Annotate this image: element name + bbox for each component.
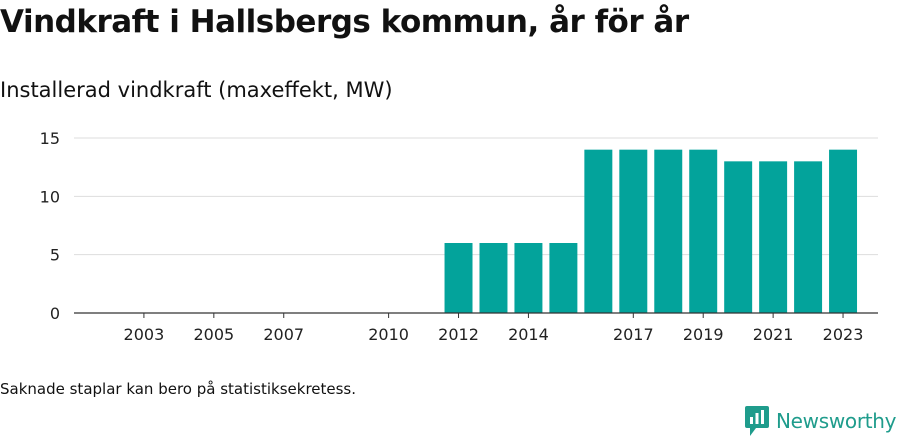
x-tick-label: 2021	[753, 325, 794, 344]
x-tick-label: 2014	[508, 325, 549, 344]
y-tick-label: 15	[40, 129, 60, 148]
bar-2017	[619, 149, 648, 313]
axes: 0 5 10 15 2003 2005 2007 2010 2012 2014 2017 2019 20…	[40, 129, 878, 344]
brand-logo: Newsworthy	[744, 404, 897, 438]
x-tick-label: 2010	[368, 325, 409, 344]
bars	[444, 149, 858, 313]
x-tick-label: 2005	[193, 325, 234, 344]
chart-title: Vindkraft i Hallsbergs kommun, år för år	[0, 4, 689, 40]
x-tick-label: 2007	[263, 325, 304, 344]
bar-2018	[654, 149, 683, 313]
bar-2016	[584, 149, 613, 313]
y-tick-label: 0	[50, 304, 60, 323]
newsworthy-logo-icon	[745, 406, 769, 436]
bar-chart: 0 5 10 15 2003 2005 2007 2010 2012 2014 2017 2019 20…	[40, 129, 878, 344]
y-tick-label: 10	[40, 187, 60, 206]
x-tick-label: 2023	[823, 325, 864, 344]
chart-subtitle: Installerad vindkraft (maxeffekt, MW)	[0, 78, 393, 102]
x-tick-label: 2012	[438, 325, 479, 344]
bar-2020	[724, 161, 753, 313]
bar-2012	[444, 243, 473, 313]
grid-lines	[74, 137, 878, 256]
bar-2019	[689, 149, 718, 313]
bar-2013	[479, 243, 508, 313]
x-tick-label: 2017	[613, 325, 654, 344]
brand-name: Newsworthy	[776, 409, 897, 433]
bar-2023	[829, 149, 858, 313]
y-tick-label: 5	[50, 246, 60, 265]
bar-2015	[549, 243, 578, 313]
bar-2021	[759, 161, 788, 313]
bar-2022	[794, 161, 823, 313]
x-tick-label: 2019	[683, 325, 724, 344]
footnote: Saknade staplar kan bero på statistiksek…	[0, 380, 357, 398]
bar-2014	[514, 243, 543, 313]
x-tick-label: 2003	[124, 325, 165, 344]
